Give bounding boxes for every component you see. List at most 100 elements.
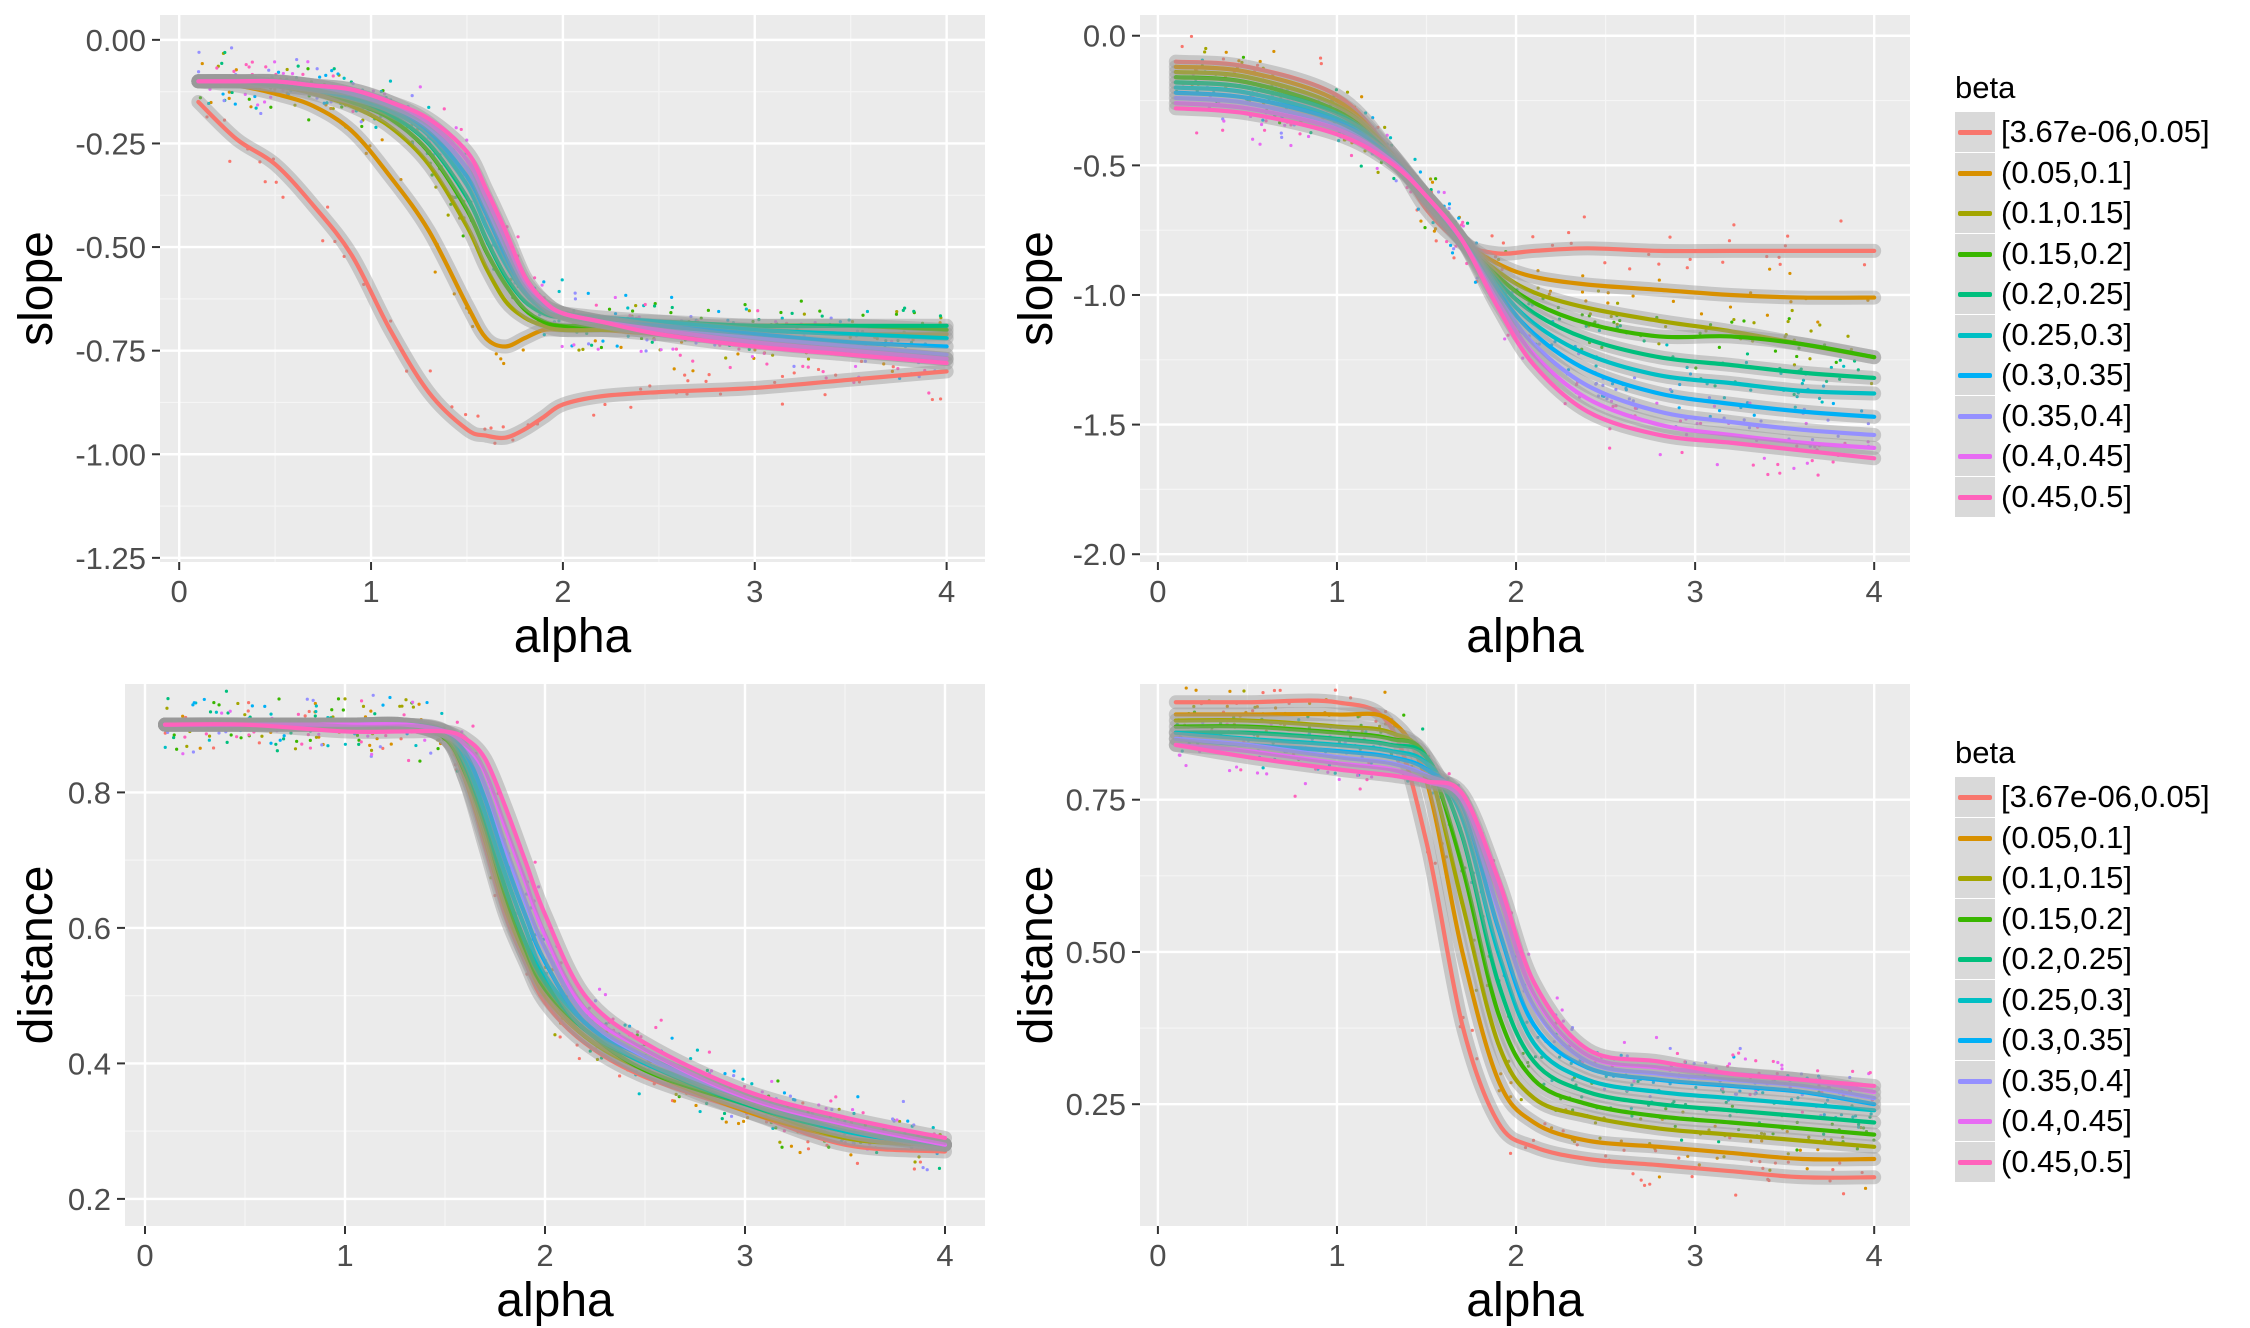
data-point bbox=[1758, 1160, 1762, 1164]
data-point bbox=[856, 1095, 860, 1099]
data-point bbox=[573, 297, 578, 301]
legend-item: (0.4,0.45] bbox=[1955, 436, 2210, 477]
data-point bbox=[1388, 136, 1393, 140]
data-point bbox=[326, 744, 330, 748]
data-point bbox=[599, 345, 604, 350]
data-point bbox=[850, 1107, 855, 1112]
data-point bbox=[1707, 1128, 1711, 1132]
data-point bbox=[454, 126, 458, 130]
data-point bbox=[1251, 137, 1255, 141]
data-point bbox=[722, 1111, 727, 1116]
y-tick-label: -1.0 bbox=[1073, 278, 1126, 313]
data-point bbox=[198, 96, 202, 100]
data-point bbox=[1418, 170, 1423, 174]
data-point bbox=[1574, 382, 1579, 387]
data-point bbox=[918, 1160, 923, 1164]
y-tick-label: -1.5 bbox=[1073, 408, 1126, 443]
data-point bbox=[890, 339, 894, 343]
data-point bbox=[263, 704, 267, 708]
data-point bbox=[1768, 1168, 1772, 1172]
data-point bbox=[399, 737, 403, 741]
series-line bbox=[1173, 724, 1877, 1137]
data-point bbox=[306, 733, 310, 737]
data-point bbox=[1581, 274, 1585, 278]
data-point bbox=[188, 729, 192, 734]
data-point bbox=[596, 347, 600, 351]
series-line bbox=[1173, 59, 1877, 256]
data-point bbox=[792, 371, 796, 375]
legend-label: (0.05,0.1] bbox=[2001, 819, 2132, 855]
data-point bbox=[1685, 266, 1689, 270]
data-point bbox=[1457, 216, 1461, 220]
data-point bbox=[315, 67, 319, 71]
legend-key bbox=[1955, 1020, 1995, 1061]
data-point bbox=[1474, 241, 1478, 245]
data-point bbox=[300, 742, 304, 746]
data-point bbox=[1609, 399, 1614, 403]
data-point bbox=[1596, 289, 1601, 293]
data-point bbox=[1622, 1040, 1627, 1045]
data-point bbox=[434, 185, 438, 189]
data-point bbox=[1789, 300, 1793, 304]
data-point bbox=[643, 302, 647, 307]
data-point bbox=[1355, 773, 1360, 778]
data-point bbox=[247, 97, 251, 101]
data-point bbox=[884, 339, 888, 343]
data-point bbox=[437, 738, 441, 742]
data-point bbox=[713, 343, 717, 347]
data-point bbox=[1450, 251, 1455, 255]
data-point bbox=[1608, 427, 1612, 431]
data-point bbox=[1593, 320, 1597, 324]
data-point bbox=[1715, 1156, 1719, 1160]
data-point bbox=[938, 397, 943, 401]
data-point bbox=[257, 741, 261, 745]
data-point bbox=[375, 737, 379, 741]
data-point bbox=[1761, 1166, 1765, 1170]
legend-items: [3.67e-06,0.05] (0.05,0.1] (0.1,0.15] (0.15… bbox=[1955, 777, 2210, 1182]
data-point bbox=[1405, 185, 1409, 190]
data-point bbox=[1678, 419, 1683, 423]
data-point bbox=[411, 705, 415, 709]
data-point bbox=[269, 730, 273, 734]
data-point bbox=[1333, 688, 1337, 692]
data-point bbox=[1461, 220, 1465, 224]
data-point bbox=[747, 347, 751, 351]
data-point bbox=[369, 748, 374, 752]
data-point bbox=[1221, 128, 1225, 132]
data-point bbox=[1698, 421, 1703, 426]
data-point bbox=[1475, 1057, 1479, 1061]
data-point bbox=[1633, 406, 1637, 410]
data-point bbox=[1556, 305, 1560, 310]
data-point bbox=[842, 1133, 846, 1137]
data-point bbox=[1363, 111, 1368, 115]
data-point bbox=[1713, 1124, 1717, 1128]
data-point bbox=[1734, 1193, 1738, 1197]
data-point bbox=[425, 700, 429, 705]
data-point bbox=[324, 73, 328, 78]
data-point bbox=[1255, 63, 1260, 67]
data-point bbox=[205, 115, 209, 119]
data-point bbox=[1536, 1035, 1540, 1040]
data-point bbox=[849, 1153, 853, 1157]
data-point bbox=[742, 1084, 747, 1089]
data-point bbox=[1759, 419, 1763, 423]
data-point bbox=[1745, 401, 1750, 405]
data-point bbox=[1431, 220, 1435, 225]
series-line bbox=[1173, 698, 1877, 1180]
data-point bbox=[222, 118, 227, 122]
data-point bbox=[308, 738, 312, 742]
data-point bbox=[419, 717, 423, 722]
data-point bbox=[293, 103, 297, 107]
data-point bbox=[821, 370, 825, 374]
data-point bbox=[269, 86, 273, 90]
data-point bbox=[849, 1120, 854, 1125]
data-point bbox=[1242, 689, 1246, 693]
data-point bbox=[1777, 255, 1781, 259]
data-point bbox=[618, 1074, 622, 1078]
data-point bbox=[306, 60, 310, 64]
data-point bbox=[852, 380, 856, 384]
data-point bbox=[1742, 418, 1746, 422]
data-point bbox=[1415, 175, 1419, 179]
data-point bbox=[407, 758, 411, 763]
data-point bbox=[533, 276, 537, 280]
